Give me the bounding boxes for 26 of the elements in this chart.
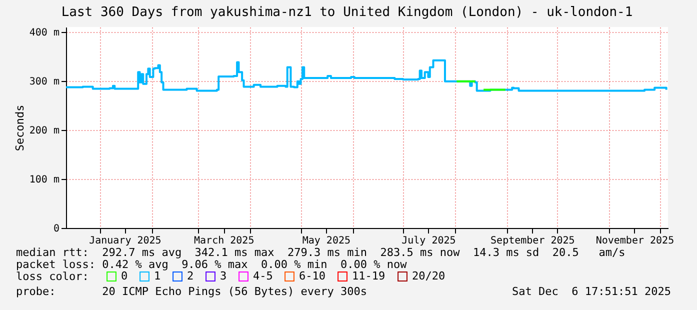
legend-label: 11-19 (352, 270, 386, 283)
y-tick-label: 100 m (29, 174, 60, 186)
x-tick-label: January 2025 (89, 236, 162, 246)
text: Sat Dec 6 17:51:51 2025 (512, 285, 671, 298)
legend-label: 2 (187, 270, 194, 283)
y-tick-label: 0 (53, 224, 60, 234)
text: median rtt: 292.7 ms avg 342.1 ms max 279.3 ms min 283.5 ms now 14.3 ms sd 20.5 am/s (16, 246, 626, 259)
legend-title: loss color: (16, 270, 89, 283)
legend-label: 6-10 (299, 270, 326, 283)
chart-title: Last 360 Days from yakushima-nz1 to United Kingdom (London) - uk-london-1 (61, 4, 633, 20)
legend-label: 1 (154, 270, 161, 283)
text: packet loss: 0.42 % avg 9.06 % max 0.00 % min 0.00 % now (16, 258, 407, 271)
legend-label: 4-5 (253, 270, 273, 283)
y-tick-label: 400 m (29, 27, 60, 38)
y-tick-label: 200 m (29, 125, 60, 136)
x-tick-label: July 2025 (402, 236, 456, 246)
legend-label: 3 (220, 270, 227, 283)
y-tick-label: 300 m (29, 76, 60, 88)
legend-label: 20/20 (412, 270, 446, 283)
y-axis-title: Seconds (13, 104, 26, 152)
x-tick-label: September 2025 (490, 236, 575, 246)
legend-label: 0 (121, 270, 128, 283)
x-tick-label: November 2025 (596, 236, 674, 246)
x-tick-label: May 2025 (302, 236, 350, 246)
x-tick-label: March 2025 (194, 236, 254, 246)
text: probe: 20 ICMP Echo Pings (56 Bytes) every 300s (16, 285, 367, 298)
